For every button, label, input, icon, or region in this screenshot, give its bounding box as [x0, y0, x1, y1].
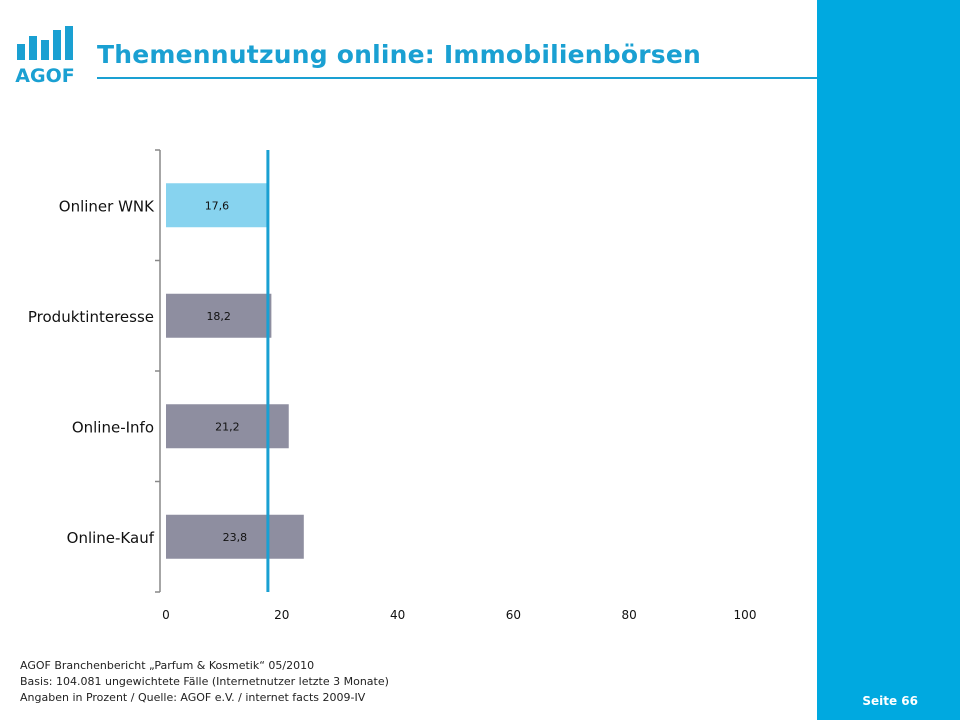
page-number: Seite 66	[862, 694, 918, 708]
source-line-1: AGOF Branchenbericht „Parfum & Kosmetik“…	[20, 659, 315, 672]
bar-value-label: 21,2	[215, 420, 240, 433]
agof-logo: AGOF	[14, 24, 78, 88]
source-line-2: Basis: 104.081 ungewichtete Fälle (Inter…	[20, 675, 389, 688]
bar	[166, 514, 304, 559]
page-title: Themennutzung online: Immobilienbörsen	[97, 40, 702, 69]
side-panel: Seite 66	[817, 0, 960, 720]
bar-value-label: 17,6	[205, 199, 230, 212]
category-label: Onliner WNK	[59, 197, 155, 215]
x-tick-label: 100	[734, 608, 757, 622]
x-tick-label: 60	[506, 608, 521, 622]
x-tick-label: 40	[390, 608, 405, 622]
logo-text: AGOF	[15, 65, 74, 87]
bar-chart: 17,6 Onliner WNK 18,2 Produktinteresse 21,2 O…	[0, 130, 817, 630]
bar	[166, 183, 268, 228]
bar-value-label: 18,2	[206, 310, 231, 323]
bar	[166, 293, 272, 338]
source-notes: AGOF Branchenbericht „Parfum & Kosmetik“…	[20, 658, 389, 706]
source-line-3: Angaben in Prozent / Quelle: AGOF e.V. /…	[20, 691, 366, 704]
category-label: Online-Info	[72, 418, 154, 436]
x-tick-label: 0	[162, 608, 170, 622]
x-tick-label: 80	[622, 608, 637, 622]
category-label: Produktinteresse	[28, 308, 154, 326]
bar-value-label: 23,8	[223, 531, 248, 544]
title-divider	[97, 77, 817, 79]
category-label: Online-Kauf	[67, 529, 155, 547]
x-tick-label: 20	[274, 608, 289, 622]
